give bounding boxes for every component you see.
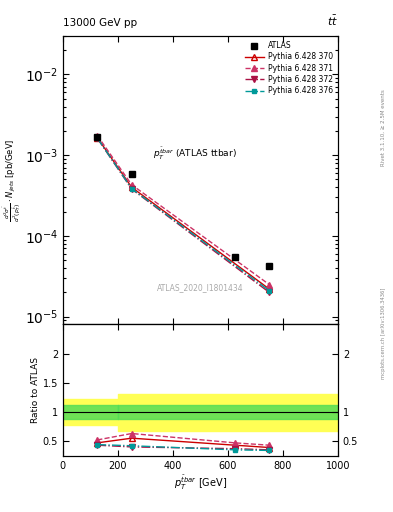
ATLAS bbox=[129, 171, 134, 177]
Pythia 6.428 371 bbox=[95, 133, 100, 139]
Pythia 6.428 371 bbox=[129, 182, 134, 188]
Line: Pythia 6.428 372: Pythia 6.428 372 bbox=[94, 136, 272, 295]
Pythia 6.428 372 bbox=[129, 186, 134, 192]
Pythia 6.428 376 bbox=[267, 288, 272, 294]
Pythia 6.428 370 bbox=[95, 135, 100, 141]
Pythia 6.428 372 bbox=[95, 135, 100, 141]
Line: Pythia 6.428 376: Pythia 6.428 376 bbox=[95, 136, 271, 293]
Legend: ATLAS, Pythia 6.428 370, Pythia 6.428 371, Pythia 6.428 372, Pythia 6.428 376: ATLAS, Pythia 6.428 370, Pythia 6.428 37… bbox=[243, 39, 334, 97]
Y-axis label: Ratio to ATLAS: Ratio to ATLAS bbox=[31, 357, 40, 423]
Line: Pythia 6.428 371: Pythia 6.428 371 bbox=[94, 133, 272, 287]
Text: Rivet 3.1.10, ≥ 2.5M events: Rivet 3.1.10, ≥ 2.5M events bbox=[381, 90, 386, 166]
Pythia 6.428 372 bbox=[267, 289, 272, 295]
ATLAS bbox=[267, 263, 272, 269]
Line: ATLAS: ATLAS bbox=[94, 133, 273, 270]
Text: mcplots.cern.ch [arXiv:1306.3436]: mcplots.cern.ch [arXiv:1306.3436] bbox=[381, 287, 386, 378]
X-axis label: $p^{\bar{t}bar}_T$ [GeV]: $p^{\bar{t}bar}_T$ [GeV] bbox=[174, 473, 227, 492]
Text: 13000 GeV pp: 13000 GeV pp bbox=[63, 18, 137, 28]
Text: $t\bar{t}$: $t\bar{t}$ bbox=[327, 14, 338, 28]
Pythia 6.428 371 bbox=[267, 282, 272, 288]
Pythia 6.428 376 bbox=[95, 135, 100, 141]
Text: ATLAS_2020_I1801434: ATLAS_2020_I1801434 bbox=[157, 283, 244, 292]
Pythia 6.428 376 bbox=[129, 185, 134, 191]
ATLAS bbox=[233, 254, 237, 260]
Text: $p_T^{\bar{t}bar}$ (ATLAS ttbar): $p_T^{\bar{t}bar}$ (ATLAS ttbar) bbox=[153, 145, 237, 162]
Line: Pythia 6.428 370: Pythia 6.428 370 bbox=[94, 135, 272, 292]
Pythia 6.428 370 bbox=[267, 286, 272, 292]
Pythia 6.428 370 bbox=[129, 184, 134, 190]
ATLAS bbox=[95, 134, 100, 140]
Y-axis label: $\frac{d^2\sigma^{\bar{t}}}{d^2(p_T^{\bar{t}})}\cdot N_{jets}$ [pb/GeV]: $\frac{d^2\sigma^{\bar{t}}}{d^2(p_T^{\ba… bbox=[1, 138, 23, 222]
